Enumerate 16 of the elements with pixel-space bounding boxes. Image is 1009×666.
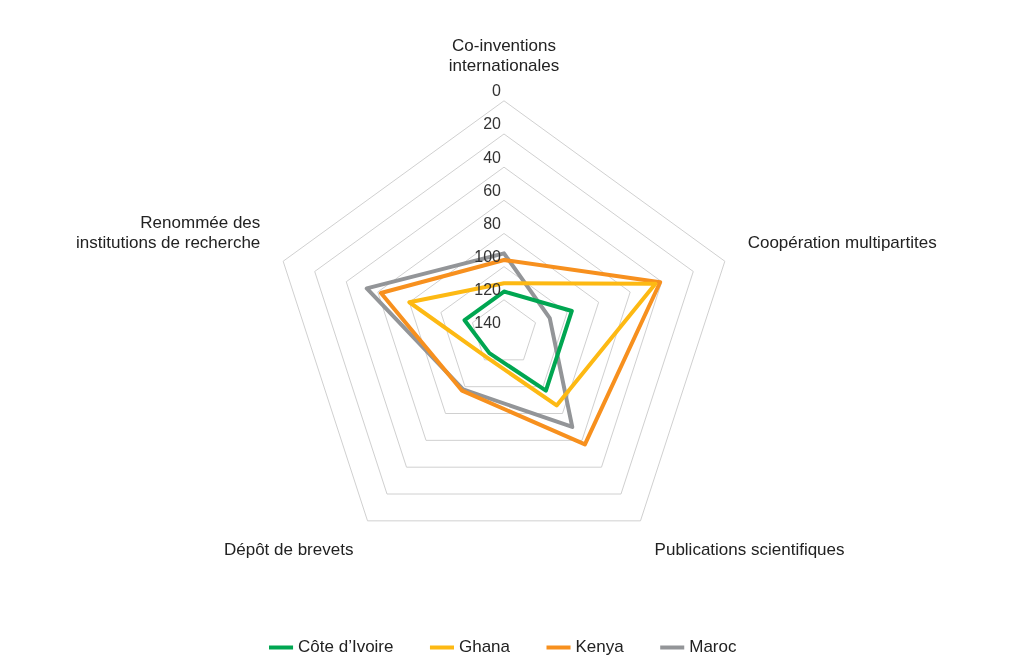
y-tick-label: 40	[483, 148, 502, 166]
spoke-label: Renommée des institutions de recherche	[76, 212, 261, 253]
legend-label: Kenya	[575, 637, 625, 657]
y-tick-label: 140	[474, 314, 502, 332]
spoke-label: Publications scientifiques	[654, 540, 845, 560]
y-tick-label: 100	[474, 248, 502, 266]
legend-label: Maroc	[689, 637, 737, 657]
spoke-label: Dépôt de brevets	[223, 540, 354, 560]
spoke-label: Co-inventions internationales	[448, 35, 560, 76]
y-tick-label: 60	[483, 181, 502, 199]
legend-label: Ghana	[458, 637, 511, 657]
y-tick-label: 20	[483, 115, 502, 133]
legend-label: Côte d’Ivoire	[298, 637, 394, 657]
y-tick-label: 0	[492, 82, 502, 100]
spoke-label: Coopération multipartites	[747, 233, 937, 253]
y-tick-label: 80	[483, 214, 502, 232]
